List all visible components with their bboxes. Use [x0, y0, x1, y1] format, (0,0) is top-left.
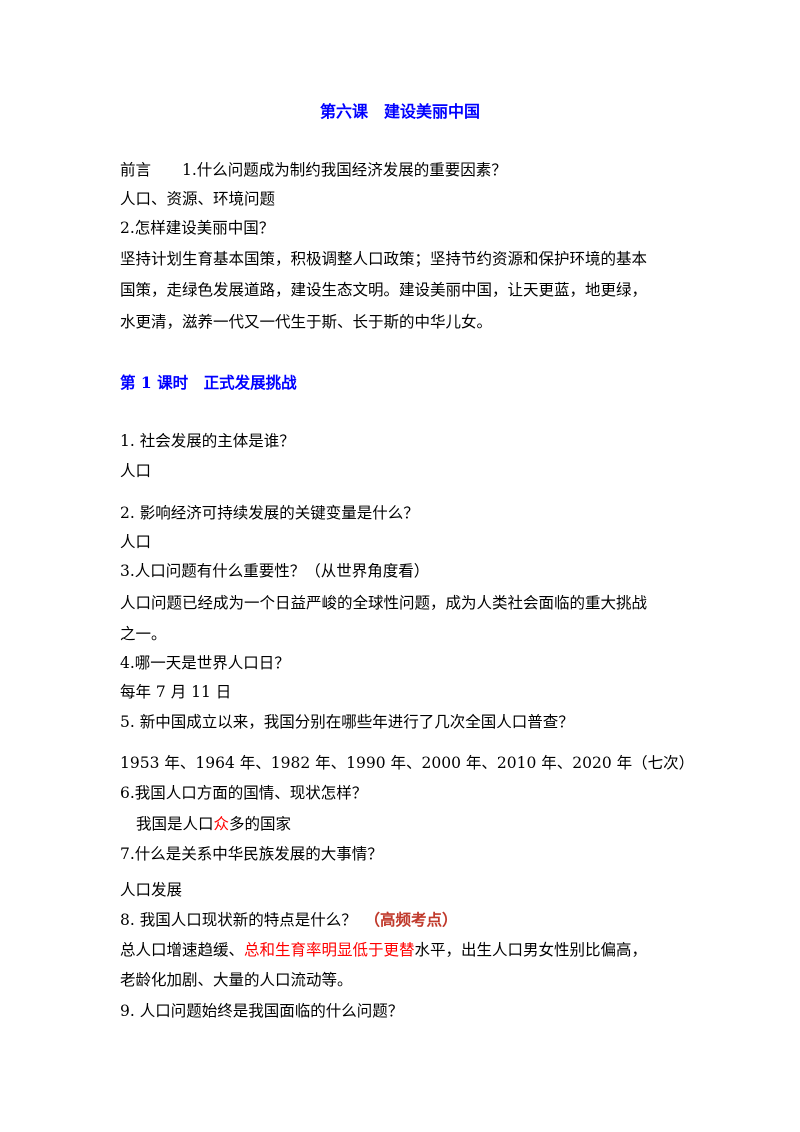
text-segment: 7.什么是关系中华民族发展的大事情？	[120, 845, 383, 863]
text-line: 国策，走绿色发展道路，建设生态文明。建设美丽中国，让天更蓝，地更绿，	[120, 280, 647, 300]
text-line: 1953 年、1964 年、1982 年、1990 年、2000 年、2010 …	[120, 753, 694, 773]
text-segment: 人口发展	[120, 881, 183, 899]
text-segment: 第 1 课时 正式发展挑战	[120, 373, 297, 392]
text-line: 我国是人口众多的国家	[136, 814, 291, 834]
text-segment: 人口、资源、环境问题	[120, 190, 276, 208]
text-segment: 前言 1.什么问题成为制约我国经济发展的重要因素？	[120, 161, 507, 179]
text-segment: 水平，出生人口男女性别比偏高，	[414, 941, 648, 959]
text-line: 6.我国人口方面的国情、现状怎样？	[120, 783, 367, 803]
text-line: 人口	[120, 532, 151, 552]
text-line: 水更清，滋养一代又一代生于斯、长于斯的中华儿女。	[120, 312, 492, 332]
text-segment: 1953 年、1964 年、1982 年、1990 年、2000 年、2010 …	[120, 754, 695, 772]
text-line: 人口	[120, 461, 151, 481]
text-segment: 水更清，滋养一代又一代生于斯、长于斯的中华儿女。	[120, 313, 493, 331]
text-line: 每年 7 月 11 日	[120, 682, 231, 702]
text-segment: 多的国家	[229, 815, 292, 833]
text-line: 8. 我国人口现状新的特点是什么？ （高频考点）	[120, 910, 457, 930]
text-segment: 5. 新中国成立以来，我国分别在哪些年进行了几次全国人口普查？	[120, 713, 574, 731]
text-segment: 4.哪一天是世界人口日？	[120, 654, 290, 672]
text-line: 老龄化加剧、大量的人口流动等。	[120, 970, 353, 990]
text-line: 前言 1.什么问题成为制约我国经济发展的重要因素？	[120, 160, 507, 180]
document-title: 第六课 建设美丽中国	[319, 102, 480, 121]
text-segment: 老龄化加剧、大量的人口流动等。	[120, 971, 353, 989]
text-line: 9. 人口问题始终是我国面临的什么问题？	[120, 1001, 403, 1021]
text-line: 人口发展	[120, 880, 182, 900]
text-segment: 人口问题已经成为一个日益严峻的全球性问题，成为人类社会面临的重大挑战	[120, 594, 648, 612]
text-segment: （高频考点）	[372, 910, 458, 929]
text-segment: 6.我国人口方面的国情、现状怎样？	[120, 784, 368, 802]
text-segment: 2.怎样建设美丽中国？	[120, 219, 275, 237]
text-line: 2.怎样建设美丽中国？	[120, 218, 274, 238]
text-segment: 总人口增速趋缓、	[120, 941, 245, 959]
section-heading: 第 1 课时 正式发展挑战	[120, 373, 297, 393]
text-line: 1. 社会发展的主体是谁？	[120, 431, 295, 451]
text-segment: 之一。	[120, 625, 167, 643]
text-segment: 9. 人口问题始终是我国面临的什么问题？	[120, 1002, 404, 1020]
text-segment: 1. 社会发展的主体是谁？	[120, 432, 295, 450]
text-segment: 3.人口问题有什么重要性？（从世界角度看）	[120, 562, 430, 580]
text-segment: 2. 影响经济可持续发展的关键变量是什么？	[120, 504, 419, 522]
text-line: 总人口增速趋缓、总和生育率明显低于更替水平，出生人口男女性别比偏高，	[120, 940, 647, 960]
text-line: 2. 影响经济可持续发展的关键变量是什么？	[120, 503, 419, 523]
text-line: 坚持计划生育基本国策，积极调整人口政策；坚持节约资源和保护环境的基本	[120, 249, 647, 269]
text-segment: 坚持计划生育基本国策，积极调整人口政策；坚持节约资源和保护环境的基本	[120, 250, 648, 268]
text-segment: 众	[213, 815, 230, 833]
text-segment: 8. 我国人口现状新的特点是什么？	[120, 911, 373, 929]
text-segment: 我国是人口	[136, 815, 214, 833]
text-segment: 人口	[120, 533, 152, 551]
text-line: 3.人口问题有什么重要性？（从世界角度看）	[120, 561, 429, 581]
text-segment: 每年 7 月 11 日	[120, 683, 232, 701]
text-segment: 总和生育率明显低于更替	[244, 941, 415, 959]
text-segment: 国策，走绿色发展道路，建设生态文明。建设美丽中国，让天更蓝，地更绿，	[120, 281, 648, 299]
text-segment: 人口	[120, 462, 152, 480]
text-line: 人口问题已经成为一个日益严峻的全球性问题，成为人类社会面临的重大挑战	[120, 593, 647, 613]
text-line: 4.哪一天是世界人口日？	[120, 653, 290, 673]
text-line: 人口、资源、环境问题	[120, 189, 275, 209]
text-line: 7.什么是关系中华民族发展的大事情？	[120, 844, 383, 864]
text-line: 之一。	[120, 624, 167, 644]
text-line: 5. 新中国成立以来，我国分别在哪些年进行了几次全国人口普查？	[120, 712, 574, 732]
